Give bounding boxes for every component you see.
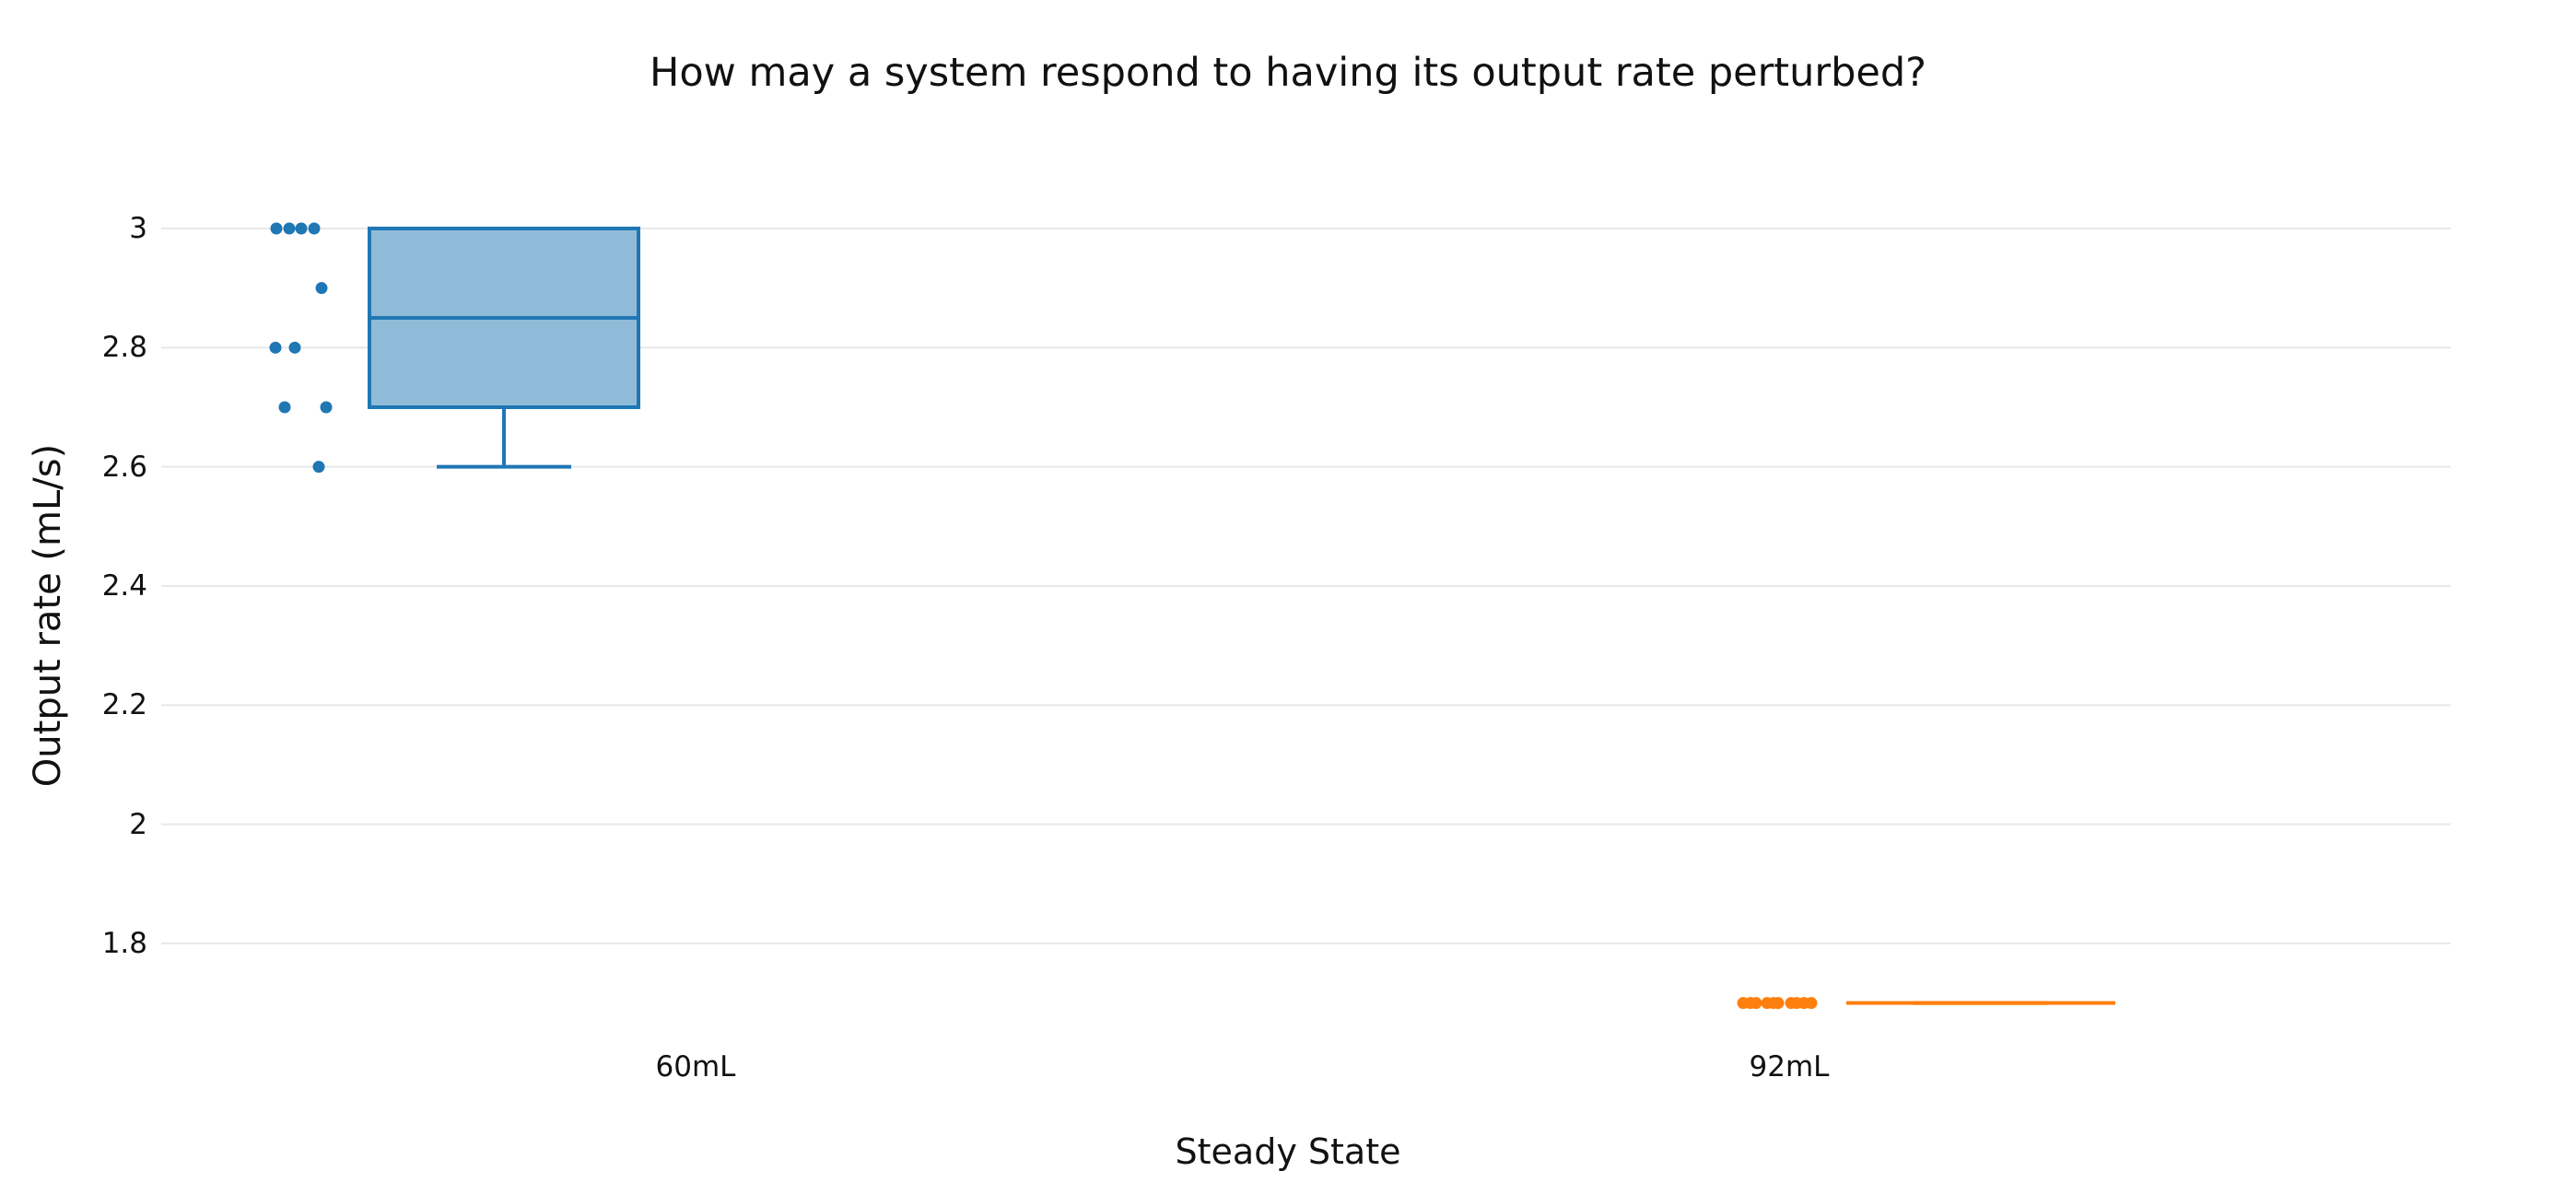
point-60mL — [269, 341, 282, 354]
point-60mL — [288, 341, 301, 354]
point-60mL — [278, 401, 291, 414]
y-tick-label: 2.2 — [101, 688, 147, 722]
point-60mL — [270, 222, 283, 235]
y-tick-label: 2.4 — [101, 569, 147, 603]
x-tick-label: 92mL — [1749, 1050, 1830, 1083]
point-60mL — [283, 222, 296, 235]
boxes — [368, 227, 2115, 1005]
points — [269, 222, 1818, 1010]
y-tick-label: 3 — [129, 212, 147, 245]
point-60mL — [312, 461, 325, 474]
point-92mL — [1772, 997, 1785, 1010]
point-92mL — [1805, 997, 1818, 1010]
y-tick-label: 2.8 — [101, 331, 147, 365]
x-tick-label: 60mL — [655, 1050, 736, 1083]
point-60mL — [320, 401, 333, 414]
y-tick-label: 2.6 — [101, 450, 147, 484]
point-60mL — [315, 282, 328, 295]
point-60mL — [295, 222, 308, 235]
point-92mL — [1750, 997, 1762, 1010]
point-60mL — [308, 222, 321, 235]
x-axis-label: Steady State — [1175, 1131, 1401, 1172]
y-tick-label: 1.8 — [101, 927, 147, 960]
y-tick-label: 2 — [129, 807, 147, 841]
chart-title: How may a system respond to having its o… — [650, 50, 1926, 96]
